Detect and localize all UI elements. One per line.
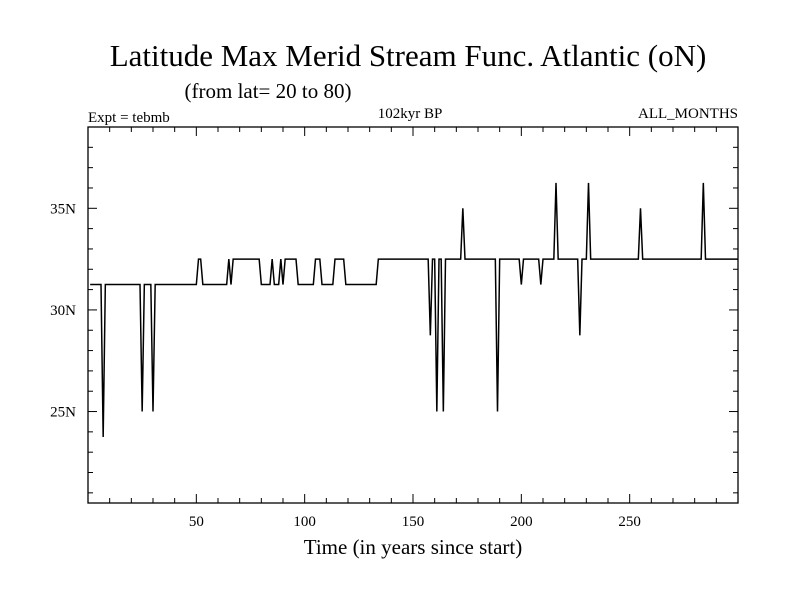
months-label: ALL_MONTHS bbox=[638, 106, 738, 122]
period-label: 102kyr BP bbox=[378, 106, 443, 122]
x-axis-label: Time (in years since start) bbox=[304, 535, 523, 559]
x-tick-label: 200 bbox=[510, 514, 533, 530]
x-tick-label: 100 bbox=[293, 514, 316, 530]
y-tick-label: 25N bbox=[50, 405, 76, 421]
series-line bbox=[90, 182, 738, 437]
y-tick-label: 30N bbox=[50, 303, 76, 319]
y-tick-label: 35N bbox=[50, 201, 76, 217]
series-group bbox=[90, 182, 738, 437]
experiment-label: Expt = tebmb bbox=[88, 110, 170, 126]
chart-subtitle: (from lat= 20 to 80) bbox=[185, 79, 352, 103]
axis-ticks bbox=[88, 126, 738, 503]
x-tick-label: 50 bbox=[189, 514, 204, 530]
tick-labels: 50 100 150 200 250 25N 30N 35N bbox=[50, 201, 641, 530]
chart-title: Latitude Max Merid Stream Func. Atlantic… bbox=[110, 38, 707, 73]
x-tick-label: 150 bbox=[402, 514, 425, 530]
x-tick-label: 250 bbox=[618, 514, 641, 530]
